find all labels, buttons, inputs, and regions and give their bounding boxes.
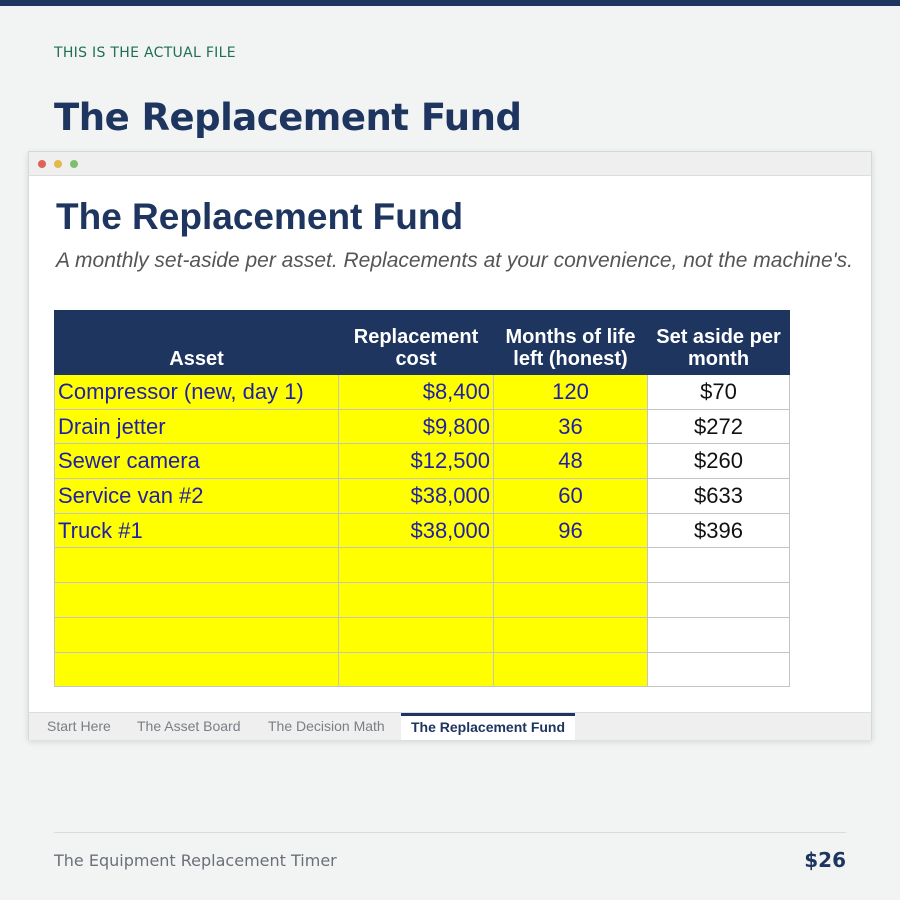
sheet-tab-bar: Start Here The Asset Board The Decision …: [29, 712, 871, 740]
column-header-months-left: Months of life left (honest): [493, 310, 648, 375]
asset-cell[interactable]: Drain jetter: [54, 408, 339, 445]
empty-months-cell[interactable]: [493, 582, 648, 618]
empty-monthly-cell[interactable]: [647, 547, 790, 584]
cost-cell[interactable]: $38,000: [338, 478, 494, 514]
table-row: Compressor (new, day 1) $8,400 120 $70: [54, 374, 790, 410]
close-window-icon[interactable]: [38, 160, 46, 168]
tab-replacement-fund[interactable]: The Replacement Fund: [401, 713, 576, 740]
empty-months-cell[interactable]: [493, 616, 648, 653]
empty-asset-cell[interactable]: [54, 547, 339, 584]
footer-divider: [54, 832, 846, 833]
tab-asset-board[interactable]: The Asset Board: [137, 718, 241, 734]
window-titlebar: [29, 152, 871, 176]
table-row: Service van #2 $38,000 60 $633: [54, 478, 790, 514]
months-cell[interactable]: 60: [493, 478, 648, 514]
column-header-asset: Asset: [54, 310, 339, 375]
monthly-cell[interactable]: $633: [647, 478, 790, 514]
asset-cell[interactable]: Sewer camera: [54, 443, 339, 480]
asset-cell[interactable]: Compressor (new, day 1): [54, 374, 339, 410]
empty-monthly-cell[interactable]: [647, 582, 790, 618]
sheet-title: The Replacement Fund: [56, 196, 464, 237]
cost-cell[interactable]: $8,400: [338, 374, 494, 410]
empty-table-row: [54, 616, 790, 653]
monthly-cell[interactable]: $260: [647, 443, 790, 480]
empty-months-cell[interactable]: [493, 547, 648, 584]
empty-table-row: [54, 582, 790, 618]
column-header-replacement-cost: Replacement cost: [338, 310, 494, 375]
empty-months-cell[interactable]: [493, 651, 648, 688]
top-accent-bar: [0, 0, 900, 6]
maximize-window-icon[interactable]: [70, 160, 78, 168]
kicker-label: THIS IS THE ACTUAL FILE: [54, 45, 236, 61]
tab-start-here[interactable]: Start Here: [47, 718, 111, 734]
table-row: Drain jetter $9,800 36 $272: [54, 408, 790, 445]
table-header-row: Asset Replacement cost Months of life le…: [54, 310, 790, 375]
column-header-set-aside: Set aside per month: [647, 310, 790, 375]
cost-cell[interactable]: $9,800: [338, 408, 494, 445]
empty-cost-cell[interactable]: [338, 651, 494, 688]
sheet-subtitle: A monthly set-aside per asset. Replaceme…: [56, 249, 853, 272]
empty-cost-cell[interactable]: [338, 547, 494, 584]
monthly-cell[interactable]: $70: [647, 374, 790, 410]
tab-decision-math[interactable]: The Decision Math: [268, 718, 385, 734]
cost-cell[interactable]: $12,500: [338, 443, 494, 480]
empty-asset-cell[interactable]: [54, 651, 339, 688]
months-cell[interactable]: 36: [493, 408, 648, 445]
months-cell[interactable]: 120: [493, 374, 648, 410]
empty-monthly-cell[interactable]: [647, 616, 790, 653]
asset-cell[interactable]: Truck #1: [54, 512, 339, 549]
empty-monthly-cell[interactable]: [647, 651, 790, 688]
months-cell[interactable]: 48: [493, 443, 648, 480]
footer-product-name: The Equipment Replacement Timer: [54, 851, 337, 870]
table-row: Truck #1 $38,000 96 $396: [54, 512, 790, 549]
spreadsheet-window: The Replacement Fund A monthly set-aside…: [28, 151, 872, 740]
monthly-cell[interactable]: $272: [647, 408, 790, 445]
empty-table-row: [54, 547, 790, 584]
empty-cost-cell[interactable]: [338, 582, 494, 618]
minimize-window-icon[interactable]: [54, 160, 62, 168]
page-headline: The Replacement Fund: [54, 96, 522, 139]
empty-asset-cell[interactable]: [54, 582, 339, 618]
empty-cost-cell[interactable]: [338, 616, 494, 653]
footer-price: $26: [804, 848, 846, 872]
months-cell[interactable]: 96: [493, 512, 648, 549]
empty-table-row: [54, 651, 790, 688]
asset-cell[interactable]: Service van #2: [54, 478, 339, 514]
table-row: Sewer camera $12,500 48 $260: [54, 443, 790, 480]
replacement-fund-table: Asset Replacement cost Months of life le…: [54, 310, 790, 688]
monthly-cell[interactable]: $396: [647, 512, 790, 549]
cost-cell[interactable]: $38,000: [338, 512, 494, 549]
empty-asset-cell[interactable]: [54, 616, 339, 653]
